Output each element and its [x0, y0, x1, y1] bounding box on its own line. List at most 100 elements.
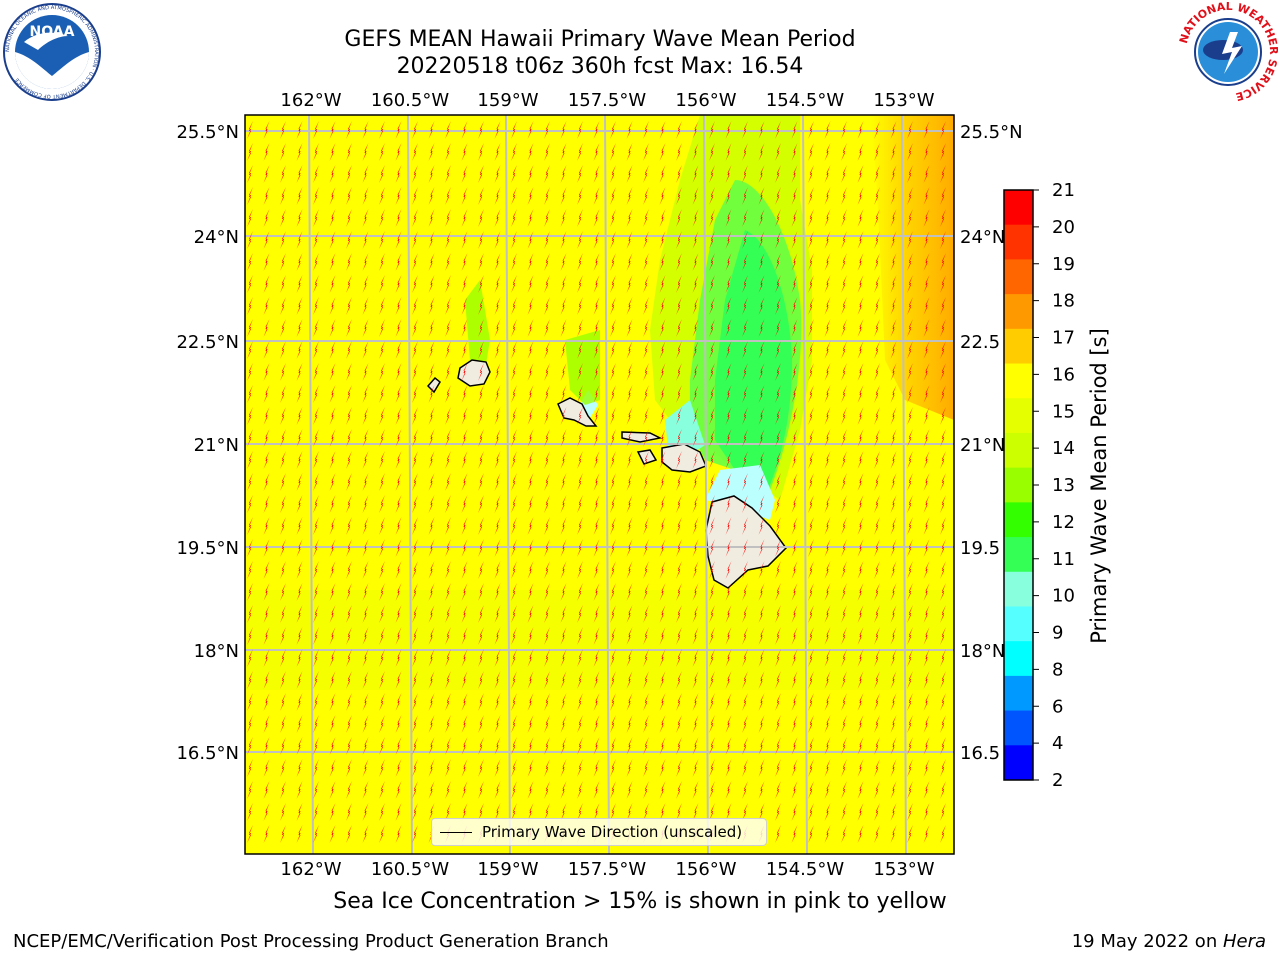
lon-label: 162°W: [280, 859, 341, 880]
wave-arrow: [527, 539, 534, 557]
wave-arrow: [478, 121, 484, 139]
wave-arrow: [626, 693, 633, 711]
wave-arrow: [626, 649, 633, 667]
wave-arrow: [659, 671, 666, 689]
wave-arrow: [857, 341, 864, 359]
wave-arrow: [527, 473, 534, 491]
wave-arrow: [676, 165, 682, 183]
wave-arrow: [428, 759, 435, 777]
meridian-line: [703, 115, 709, 854]
wave-arrow: [313, 759, 319, 777]
wave-arrow: [280, 759, 286, 777]
wave-arrow: [940, 825, 946, 843]
wave-arrow: [593, 737, 600, 755]
wave-arrow: [329, 363, 336, 381]
wave-arrow: [610, 187, 616, 205]
wave-arrow: [857, 517, 864, 535]
wave-arrow: [890, 517, 897, 535]
wave-arrow: [940, 275, 946, 293]
wave-arrow: [544, 187, 550, 205]
wave-arrow: [511, 253, 517, 271]
wave-arrow: [791, 209, 798, 227]
wave-arrow: [808, 495, 814, 513]
wave-arrow: [478, 539, 484, 557]
wave-arrow: [280, 473, 286, 491]
wave-arrow: [362, 187, 369, 205]
wave-arrow: [626, 165, 633, 183]
wave-arrow: [395, 671, 402, 689]
wave-arrow: [494, 649, 501, 667]
wave-arrow: [643, 165, 649, 183]
wave-arrow: [280, 187, 286, 205]
wave-arrow: [478, 297, 484, 315]
wave-arrow: [527, 627, 534, 645]
wave-arrow: [527, 143, 534, 161]
wave-arrow: [610, 803, 616, 821]
wave-arrow: [395, 627, 402, 645]
wave-arrow: [445, 231, 451, 249]
wave-arrow: [511, 495, 517, 513]
wave-arrow: [412, 495, 418, 513]
wave-arrow: [857, 693, 864, 711]
wave-arrow: [412, 385, 418, 403]
wave-arrow: [428, 495, 435, 513]
wave-arrow: [560, 187, 567, 205]
wave-arrow: [824, 825, 831, 843]
wave-arrow: [890, 715, 897, 733]
wave-arrow: [478, 649, 484, 667]
wave-arrow: [659, 715, 666, 733]
wave-arrow: [841, 297, 847, 315]
wave-arrow: [395, 781, 402, 799]
wave-arrow: [923, 715, 930, 733]
wave-arrow: [478, 627, 484, 645]
wave-arrow: [923, 341, 930, 359]
wave-arrow: [412, 363, 418, 381]
wave-arrow: [659, 561, 666, 579]
wave-arrow: [808, 715, 814, 733]
wave-arrow: [544, 627, 550, 645]
wave-arrow: [263, 671, 270, 689]
wave-arrow: [362, 561, 369, 579]
wave-arrow: [395, 209, 402, 227]
wave-arrow: [296, 319, 303, 337]
wave-arrow: [280, 209, 286, 227]
wave-arrow: [560, 473, 567, 491]
wave-arrow: [758, 649, 765, 667]
wave-arrow: [263, 187, 270, 205]
wave-arrow: [643, 407, 649, 425]
wave-arrow: [280, 517, 286, 535]
wave-arrow: [511, 275, 517, 293]
wave-arrow: [395, 495, 402, 513]
wave-arrow: [395, 363, 402, 381]
wave-arrow: [709, 253, 715, 271]
wave-arrow: [742, 561, 748, 579]
wave-arrow: [296, 341, 303, 359]
wave-arrow: [445, 209, 451, 227]
wave-arrow: [494, 231, 501, 249]
wave-arrow: [362, 737, 369, 755]
wave-arrow: [346, 671, 352, 689]
wave-arrow: [874, 187, 880, 205]
wave-arrow: [692, 539, 699, 557]
wave-arrow: [725, 781, 732, 799]
wave-arrow: [923, 605, 930, 623]
meridian-line: [901, 115, 907, 854]
wave-arrow: [511, 209, 517, 227]
meridian-line: [802, 115, 808, 854]
wave-arrow: [478, 363, 484, 381]
wave-arrow: [824, 297, 831, 315]
wave-arrow: [593, 671, 600, 689]
wave-arrow: [560, 759, 567, 777]
wave-arrow: [874, 583, 880, 601]
wave-arrow: [280, 319, 286, 337]
wave-arrow: [824, 517, 831, 535]
wave-arrow: [577, 275, 583, 293]
wave-arrow: [758, 605, 765, 623]
wave-arrow: [280, 297, 286, 315]
wave-arrow: [610, 407, 616, 425]
wave-arrow: [643, 605, 649, 623]
wave-arrow: [808, 209, 814, 227]
wave-arrow: [461, 627, 468, 645]
wave-arrow: [725, 165, 732, 183]
wave-arrow: [742, 165, 748, 183]
